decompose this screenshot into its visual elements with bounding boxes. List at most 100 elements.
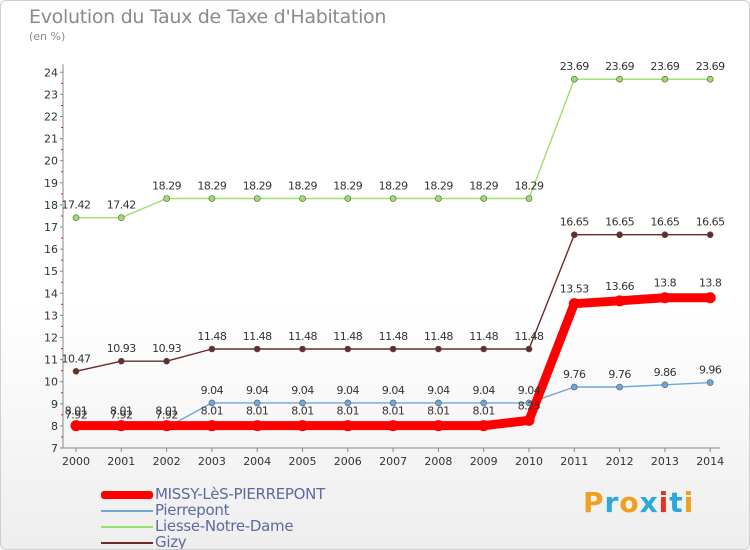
x-tick-label: 2014 <box>696 455 724 468</box>
x-tick-label: 2000 <box>62 455 90 468</box>
legend-label: MISSY-LèS-PIERREPONT <box>155 485 325 503</box>
y-tick-label: 23 <box>44 88 58 101</box>
data-label: 18.29 <box>333 179 362 192</box>
data-point <box>614 295 626 307</box>
data-label: 23.69 <box>560 60 589 73</box>
data-point <box>253 195 261 202</box>
proxiti-logo: Proxiti <box>583 486 694 519</box>
data-label: 11.48 <box>197 330 226 343</box>
data-label: 10.93 <box>107 342 136 355</box>
data-point <box>72 214 80 222</box>
data-label: 13.8 <box>699 277 722 290</box>
y-tick-label: 20 <box>44 155 58 168</box>
y-tick-label: 9 <box>51 398 58 411</box>
y-tick-label: 16 <box>44 243 58 256</box>
x-tick-label: 2001 <box>107 455 135 468</box>
data-label: 13.53 <box>560 283 589 296</box>
data-label: 18.29 <box>197 179 226 192</box>
data-point <box>435 345 442 353</box>
data-label: 17.42 <box>107 199 136 212</box>
data-point <box>253 345 261 353</box>
data-label: 11.48 <box>515 330 544 343</box>
data-point <box>480 195 488 202</box>
y-tick-label: 18 <box>44 199 58 212</box>
data-label: 9.04 <box>427 384 450 397</box>
data-point <box>344 195 352 202</box>
logo-letter: o <box>619 486 640 519</box>
data-point <box>435 399 442 407</box>
data-point <box>208 399 216 407</box>
data-label: 9.04 <box>337 384 360 397</box>
data-point <box>568 298 580 310</box>
x-tick-label: 2009 <box>470 455 498 468</box>
data-point <box>661 381 669 389</box>
data-label: 8.01 <box>201 405 224 418</box>
chart-subtitle: (en %) <box>29 30 66 43</box>
y-tick-label: 24 <box>44 66 58 79</box>
data-point <box>389 345 397 353</box>
legend-swatch <box>101 542 153 544</box>
data-point <box>163 195 170 202</box>
data-point <box>480 399 488 407</box>
data-point <box>115 420 127 432</box>
logo-letter: i <box>683 486 695 519</box>
data-label: 18.29 <box>152 179 181 192</box>
x-tick-label: 2004 <box>243 455 271 468</box>
logo-letter: P <box>583 486 605 519</box>
data-label: 9.04 <box>201 384 224 397</box>
data-point <box>525 345 533 353</box>
data-label: 16.65 <box>650 216 679 229</box>
x-tick-label: 2005 <box>289 455 317 468</box>
y-tick-label: 10 <box>44 376 58 389</box>
data-label: 8.01 <box>472 405 495 418</box>
x-tick-label: 2012 <box>606 455 634 468</box>
data-label: 16.65 <box>696 216 725 229</box>
data-point <box>570 231 578 239</box>
logo-letter: x <box>639 486 659 519</box>
data-label: 9.04 <box>518 384 541 397</box>
data-point <box>616 231 623 239</box>
y-tick-label: 21 <box>44 133 58 146</box>
data-label: 8.01 <box>382 405 405 418</box>
data-label: 8.01 <box>65 405 88 418</box>
data-label: 8.01 <box>337 405 360 418</box>
y-tick-label: 7 <box>51 442 58 455</box>
y-tick-label: 15 <box>44 265 58 278</box>
data-point <box>706 231 714 239</box>
logo-letter: t <box>669 486 684 519</box>
legend-swatch <box>101 510 153 512</box>
data-label: 16.65 <box>605 216 634 229</box>
x-tick-label: 2002 <box>153 455 181 468</box>
data-point <box>661 231 669 239</box>
y-tick-label: 11 <box>44 354 58 367</box>
data-label: 18.29 <box>515 179 544 192</box>
data-label: 10.93 <box>152 342 181 355</box>
data-point <box>70 420 82 432</box>
x-tick-label: 2010 <box>515 455 543 468</box>
data-label: 18.29 <box>469 179 498 192</box>
data-label: 18.29 <box>379 179 408 192</box>
data-point <box>161 420 173 432</box>
data-label: 7.92 <box>65 409 88 422</box>
data-label: 23.69 <box>650 60 679 73</box>
data-label: 11.48 <box>379 330 408 343</box>
data-point <box>570 383 578 391</box>
x-tick-label: 2013 <box>651 455 679 468</box>
data-point <box>706 379 714 386</box>
data-label: 8.25 <box>518 399 541 412</box>
data-point <box>206 420 218 432</box>
data-point <box>251 420 263 432</box>
data-point <box>435 195 442 202</box>
data-point <box>704 292 716 304</box>
data-label: 11.48 <box>469 330 498 343</box>
data-point <box>432 420 444 432</box>
data-point <box>706 75 714 83</box>
y-tick-label: 22 <box>44 111 58 124</box>
chart-title: Evolution du Taux de Taxe d'Habitation <box>29 6 387 28</box>
data-label: 8.01 <box>110 405 133 418</box>
data-point <box>118 357 125 365</box>
data-point <box>661 75 669 83</box>
legend-label: Liesse-Notre-Dame <box>155 517 294 535</box>
